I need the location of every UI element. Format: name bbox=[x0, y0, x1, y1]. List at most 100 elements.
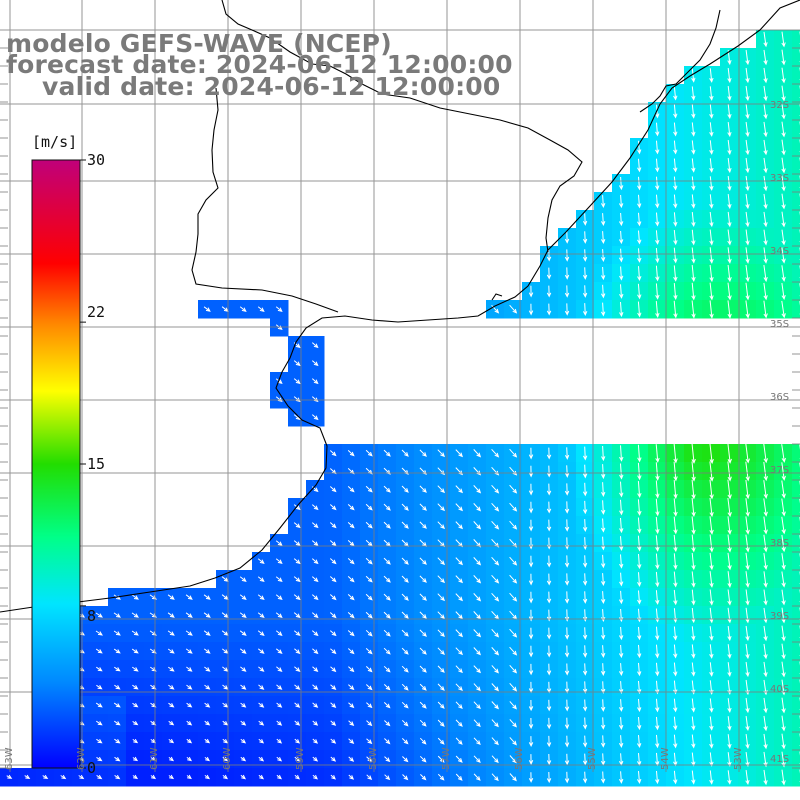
wind-arrow bbox=[781, 498, 786, 517]
wind-arrow bbox=[763, 553, 768, 571]
wind-cell bbox=[792, 768, 800, 787]
wind-arrow bbox=[637, 644, 642, 659]
wind-arrow bbox=[781, 534, 786, 553]
wind-arrow bbox=[618, 626, 624, 641]
wind-arrow bbox=[113, 612, 121, 618]
wind-arrow bbox=[763, 751, 768, 768]
wind-arrow bbox=[132, 684, 139, 690]
wind-arrow bbox=[293, 594, 301, 601]
wind-arrow bbox=[546, 591, 552, 604]
wind-arrow bbox=[709, 770, 714, 785]
wind-arrow bbox=[203, 612, 211, 618]
wind-arrow bbox=[347, 648, 355, 655]
wind-arrow bbox=[276, 738, 283, 744]
wind-cell bbox=[792, 246, 800, 265]
wind-arrow bbox=[727, 194, 732, 210]
wind-arrow bbox=[95, 648, 103, 654]
colorbar-tick-0: 0 bbox=[87, 759, 97, 777]
wind-arrow bbox=[709, 752, 714, 767]
wind-arrow bbox=[618, 644, 624, 659]
wind-arrow bbox=[509, 484, 518, 494]
wind-cell bbox=[792, 210, 800, 229]
wind-arrow bbox=[383, 485, 391, 493]
wind-arrow bbox=[745, 85, 750, 102]
wind-arrow bbox=[383, 611, 391, 619]
wind-arrow bbox=[95, 702, 103, 708]
wind-arrow bbox=[509, 719, 517, 728]
wind-arrow bbox=[709, 497, 714, 518]
wind-arrow bbox=[402, 756, 409, 763]
wind-arrow bbox=[709, 86, 714, 101]
wind-arrow bbox=[781, 769, 786, 786]
wind-arrow bbox=[455, 773, 463, 781]
wind-arrow bbox=[365, 648, 373, 655]
colorbar-ticks bbox=[80, 159, 86, 769]
wind-arrow bbox=[655, 158, 660, 173]
wind-arrow bbox=[637, 194, 642, 209]
wind-arrow bbox=[673, 461, 678, 482]
wind-arrow bbox=[365, 684, 373, 691]
wind-arrow bbox=[311, 594, 319, 601]
wind-arrow bbox=[167, 630, 175, 636]
wind-cell bbox=[792, 174, 800, 193]
wind-arrow bbox=[709, 443, 714, 465]
wind-arrow bbox=[727, 607, 732, 624]
wind-arrow bbox=[114, 720, 121, 726]
wind-arrow bbox=[763, 661, 768, 678]
wind-arrow bbox=[673, 247, 678, 264]
wind-arrow bbox=[691, 282, 696, 301]
wind-arrow bbox=[637, 572, 642, 587]
wind-arrow bbox=[637, 553, 642, 570]
wind-arrow bbox=[673, 265, 678, 282]
wind-arrow bbox=[691, 265, 696, 283]
wind-arrow bbox=[618, 771, 624, 784]
wind-arrow bbox=[257, 594, 265, 601]
wind-arrow bbox=[655, 176, 660, 191]
wind-arrows bbox=[6, 31, 800, 786]
wind-arrow bbox=[384, 738, 391, 745]
wind-arrow bbox=[419, 503, 427, 511]
wind-arrow bbox=[528, 285, 534, 298]
wind-arrow bbox=[185, 630, 193, 636]
wind-arrow bbox=[709, 644, 714, 659]
wind-cell bbox=[792, 48, 800, 67]
wind-arrow bbox=[491, 773, 499, 782]
wind-arrow bbox=[673, 283, 678, 301]
wind-arrow bbox=[763, 625, 768, 642]
wind-arrow bbox=[222, 720, 229, 726]
wind-arrow bbox=[600, 302, 606, 317]
wind-arrow bbox=[546, 735, 552, 748]
wind-arrow bbox=[781, 85, 786, 102]
wind-arrow bbox=[781, 661, 786, 678]
wind-arrow bbox=[637, 662, 642, 677]
wind-arrow bbox=[419, 629, 427, 637]
wind-arrow bbox=[781, 625, 786, 642]
wind-arrow bbox=[366, 756, 373, 762]
wind-arrow bbox=[347, 576, 355, 583]
wind-arrow bbox=[222, 774, 229, 780]
wind-arrow bbox=[275, 558, 283, 565]
wind-arrow bbox=[564, 501, 570, 514]
wind-arrow bbox=[383, 575, 391, 583]
wind-arrow bbox=[727, 122, 732, 138]
wind-arrow bbox=[745, 264, 750, 283]
wind-arrow bbox=[727, 176, 732, 192]
wind-arrow bbox=[781, 67, 786, 84]
wind-arrow bbox=[673, 626, 678, 641]
wind-arrow bbox=[636, 771, 642, 785]
wind-arrow bbox=[727, 229, 732, 246]
wind-arrow bbox=[131, 612, 139, 618]
wind-arrow bbox=[113, 702, 121, 708]
wind-arrow bbox=[365, 629, 373, 637]
wind-arrow bbox=[727, 68, 732, 84]
wind-arrow bbox=[455, 647, 464, 656]
wind-arrow bbox=[186, 702, 193, 708]
wind-cell bbox=[792, 552, 800, 571]
wind-arrow bbox=[239, 612, 247, 619]
lon-label: 59W bbox=[295, 747, 306, 770]
wind-arrow bbox=[546, 771, 552, 784]
wind-arrow bbox=[293, 630, 301, 637]
wind-arrow bbox=[509, 628, 518, 638]
wind-arrow bbox=[528, 663, 534, 676]
wind-arrow bbox=[222, 738, 229, 744]
